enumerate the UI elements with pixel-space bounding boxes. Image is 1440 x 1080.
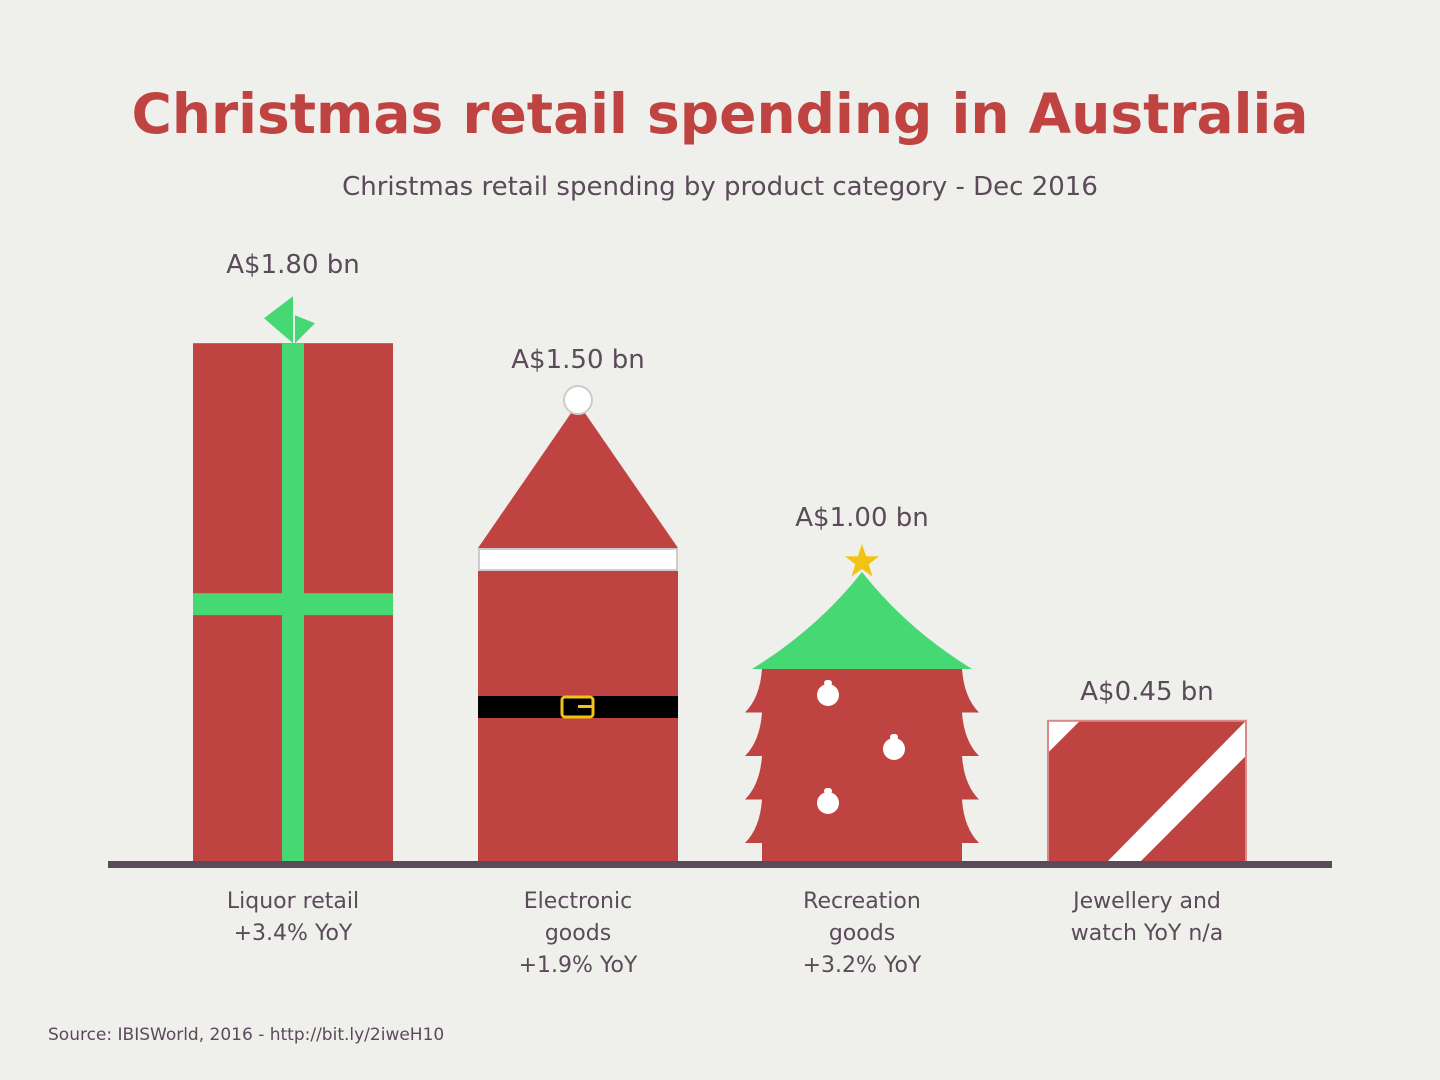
tree-branch-right xyxy=(962,799,979,843)
hat-trim xyxy=(478,548,678,571)
category-label: goods xyxy=(545,921,611,946)
bar-santa: A$1.50 bn Electronic goods +1.9% YoY xyxy=(478,345,678,978)
value-label: A$0.45 bn xyxy=(1080,677,1213,707)
chart-subtitle: Christmas retail spending by product cat… xyxy=(342,172,1098,202)
santa-hat xyxy=(478,403,678,548)
chart-title: Christmas retail spending in Australia xyxy=(131,82,1309,146)
ornament-icon xyxy=(817,792,839,814)
category-label: Electronic xyxy=(524,889,632,914)
tree-branch-left xyxy=(745,712,762,756)
tree-branch-left xyxy=(745,756,762,800)
tree-branch-left xyxy=(745,669,762,713)
bar-christmas-tree: A$1.00 bn Recreation goods +3.2% YoY xyxy=(745,503,979,978)
category-label: watch YoY n/a xyxy=(1071,921,1223,946)
ornament-cap xyxy=(890,734,898,740)
x-axis-line xyxy=(108,861,1332,868)
ornament-cap xyxy=(824,788,832,794)
source-note: Source: IBISWorld, 2016 - http://bit.ly/… xyxy=(48,1025,445,1045)
value-label: A$1.50 bn xyxy=(511,345,644,375)
tree-top xyxy=(752,572,972,669)
ribbon-horizontal xyxy=(193,593,393,616)
tree-branch-left xyxy=(745,799,762,843)
ornament-icon xyxy=(817,684,839,706)
category-label: +3.2% YoY xyxy=(803,953,922,978)
box-corner xyxy=(1049,721,1079,752)
ornament-icon xyxy=(883,738,905,760)
box-stripe xyxy=(1107,721,1245,862)
tree-branch-right xyxy=(962,712,979,756)
bar-jewellery-box: A$0.45 bn Jewellery and watch YoY n/a xyxy=(1047,677,1247,946)
star-icon xyxy=(844,544,880,577)
value-label: A$1.80 bn xyxy=(226,250,359,280)
bar-gift-box: A$1.80 bn Liquor retail +3.4% YoY xyxy=(193,250,393,946)
bow-left-icon xyxy=(264,296,293,344)
bar xyxy=(762,669,962,862)
tree-branch-right xyxy=(962,669,979,713)
category-label: +1.9% YoY xyxy=(519,953,638,978)
value-label: A$1.00 bn xyxy=(795,503,928,533)
buckle-prong xyxy=(578,705,593,708)
ornament-cap xyxy=(824,680,832,686)
category-label: Jewellery and xyxy=(1071,889,1221,914)
category-label: Recreation xyxy=(803,889,921,914)
bow-right-icon xyxy=(295,315,315,344)
category-label: +3.4% YoY xyxy=(234,921,353,946)
category-label: Liquor retail xyxy=(227,889,359,914)
category-label: goods xyxy=(829,921,895,946)
tree-branch-right xyxy=(962,756,979,800)
hat-pompom-icon xyxy=(563,385,593,415)
